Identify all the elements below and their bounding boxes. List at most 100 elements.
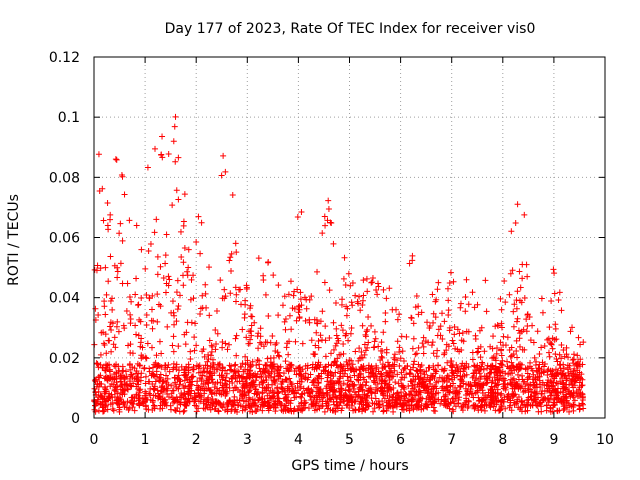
data-point	[270, 354, 277, 361]
data-point	[107, 401, 114, 408]
data-point	[198, 377, 205, 384]
data-point	[340, 275, 347, 282]
data-point	[494, 322, 501, 329]
data-point	[205, 394, 212, 401]
data-point	[159, 378, 166, 385]
data-point	[374, 291, 381, 298]
data-point	[389, 306, 396, 313]
data-point	[465, 403, 472, 410]
data-point	[423, 378, 430, 385]
data-point	[336, 402, 343, 409]
data-point	[368, 322, 375, 329]
data-point	[422, 402, 429, 409]
y-tick-label: 0.08	[49, 170, 80, 186]
data-point	[382, 310, 389, 317]
data-point	[447, 382, 454, 389]
data-point	[245, 402, 252, 409]
data-point	[388, 369, 395, 376]
data-point	[230, 387, 237, 394]
data-point	[326, 287, 333, 294]
data-point	[286, 312, 293, 319]
data-point	[316, 405, 323, 412]
data-point	[315, 338, 322, 345]
data-point	[233, 332, 240, 339]
data-point	[514, 315, 521, 322]
data-point	[372, 335, 379, 342]
data-point	[101, 303, 108, 310]
data-point	[135, 301, 142, 308]
data-point	[269, 381, 276, 388]
data-point	[450, 395, 457, 402]
data-point	[430, 404, 437, 411]
data-point	[338, 322, 345, 329]
data-point	[151, 403, 158, 410]
data-point	[432, 367, 439, 374]
data-point	[115, 328, 122, 335]
data-point	[302, 370, 309, 377]
data-point	[517, 404, 524, 411]
data-point	[224, 346, 231, 353]
data-point	[502, 299, 509, 306]
data-point	[562, 386, 569, 393]
data-point	[569, 382, 576, 389]
data-point	[504, 334, 511, 341]
data-point	[130, 400, 137, 407]
data-point	[477, 403, 484, 410]
data-point	[132, 370, 139, 377]
data-point	[298, 209, 305, 216]
data-point	[475, 398, 482, 405]
data-point	[143, 396, 150, 403]
data-point	[343, 312, 350, 319]
data-point	[478, 381, 485, 388]
data-point	[417, 375, 424, 382]
data-point	[231, 384, 238, 391]
data-point	[120, 322, 127, 329]
data-point	[133, 222, 140, 229]
data-point	[278, 407, 285, 414]
data-point	[332, 300, 339, 307]
data-point	[509, 362, 516, 369]
data-point	[169, 342, 176, 349]
data-point	[127, 371, 134, 378]
data-point	[379, 354, 386, 361]
data-point	[119, 280, 126, 287]
data-point	[314, 268, 321, 275]
data-point	[143, 355, 150, 362]
data-point	[249, 313, 256, 320]
data-point	[498, 352, 505, 359]
data-point	[380, 402, 387, 409]
data-point	[257, 325, 264, 332]
data-point	[232, 240, 239, 247]
data-point	[96, 374, 103, 381]
data-point	[499, 362, 506, 369]
data-point	[324, 391, 331, 398]
data-point	[142, 354, 149, 361]
data-point	[523, 328, 530, 335]
data-point	[399, 348, 406, 355]
data-point	[190, 363, 197, 370]
data-point	[170, 138, 177, 145]
data-point	[166, 368, 173, 375]
data-point	[435, 378, 442, 385]
data-point	[572, 378, 579, 385]
data-point	[571, 397, 578, 404]
data-point	[457, 383, 464, 390]
data-point	[489, 363, 496, 370]
data-point	[97, 265, 104, 272]
data-point	[333, 340, 340, 347]
data-point	[535, 408, 542, 415]
data-point	[223, 390, 230, 397]
data-point	[529, 322, 536, 329]
data-point	[219, 295, 226, 302]
data-point	[384, 359, 391, 366]
data-point	[212, 326, 219, 333]
data-point	[505, 371, 512, 378]
data-point	[98, 329, 105, 336]
data-point	[500, 333, 507, 340]
data-point	[128, 298, 135, 305]
data-point	[242, 361, 249, 368]
x-tick-label: 2	[192, 432, 201, 448]
data-point	[372, 386, 379, 393]
data-point	[514, 288, 521, 295]
data-point	[269, 333, 276, 340]
